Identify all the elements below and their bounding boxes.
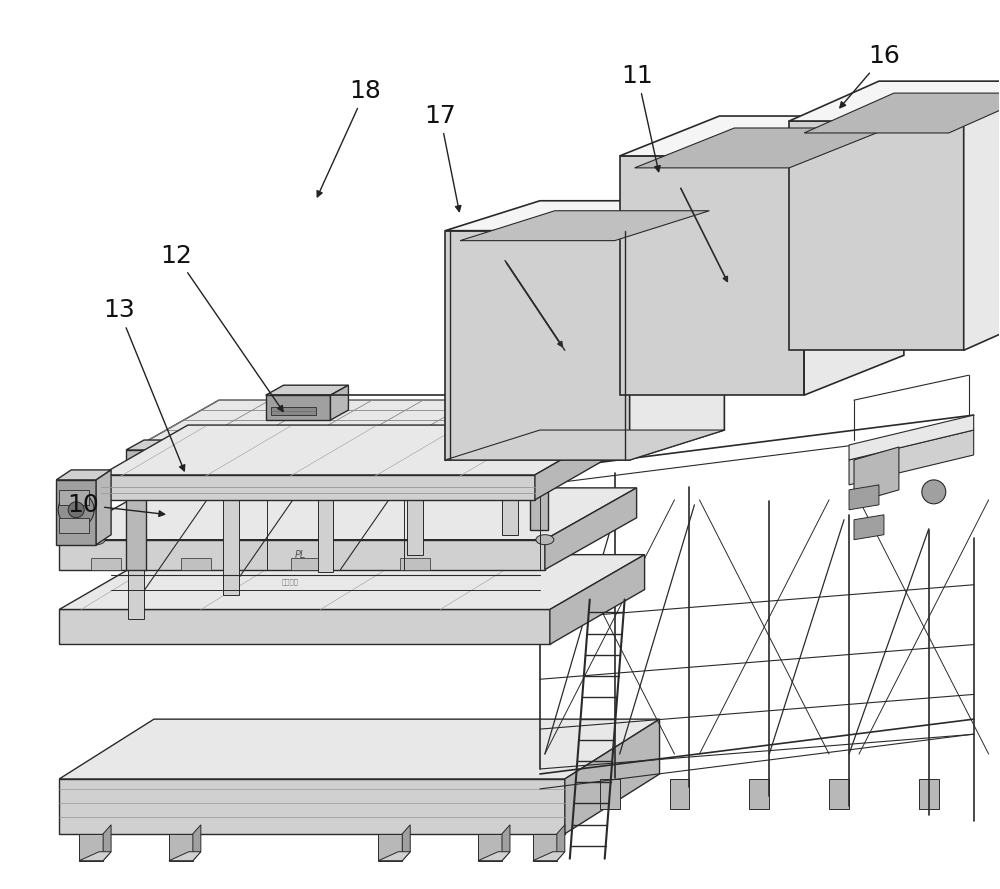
Polygon shape: [56, 470, 111, 480]
Polygon shape: [223, 450, 245, 455]
Polygon shape: [126, 450, 146, 570]
Polygon shape: [565, 719, 660, 834]
Polygon shape: [169, 852, 201, 861]
Polygon shape: [540, 400, 628, 480]
Polygon shape: [131, 400, 628, 450]
Polygon shape: [849, 485, 879, 509]
Polygon shape: [407, 415, 423, 555]
Polygon shape: [445, 430, 724, 460]
Text: 17: 17: [424, 104, 461, 212]
Polygon shape: [128, 475, 150, 480]
Polygon shape: [530, 420, 548, 530]
Polygon shape: [378, 852, 410, 861]
Polygon shape: [670, 779, 689, 809]
Polygon shape: [478, 852, 510, 861]
Polygon shape: [533, 834, 557, 861]
Polygon shape: [445, 201, 724, 230]
Polygon shape: [749, 779, 769, 809]
Polygon shape: [103, 825, 111, 861]
Polygon shape: [101, 475, 535, 500]
Circle shape: [922, 480, 946, 504]
Ellipse shape: [536, 534, 554, 545]
Text: 玉海有限: 玉海有限: [282, 578, 299, 585]
Polygon shape: [460, 211, 709, 241]
Circle shape: [68, 501, 84, 517]
Polygon shape: [223, 455, 239, 595]
Polygon shape: [789, 81, 1000, 121]
Polygon shape: [533, 852, 565, 861]
Polygon shape: [964, 81, 1000, 350]
Polygon shape: [266, 385, 348, 395]
Polygon shape: [56, 480, 96, 545]
Polygon shape: [59, 540, 545, 570]
Polygon shape: [919, 779, 939, 809]
Polygon shape: [271, 407, 316, 415]
Polygon shape: [530, 410, 566, 420]
Bar: [181, 557, 211, 570]
Polygon shape: [502, 825, 510, 861]
Polygon shape: [131, 450, 540, 480]
Polygon shape: [101, 425, 622, 475]
Polygon shape: [849, 415, 974, 460]
Polygon shape: [59, 488, 637, 540]
Polygon shape: [59, 555, 645, 610]
Polygon shape: [330, 385, 348, 420]
Polygon shape: [126, 440, 164, 450]
Bar: [91, 557, 121, 570]
Polygon shape: [318, 430, 339, 435]
Polygon shape: [635, 128, 889, 168]
Text: 12: 12: [160, 244, 283, 412]
Polygon shape: [502, 390, 524, 395]
Polygon shape: [535, 425, 622, 500]
Polygon shape: [266, 395, 330, 420]
Polygon shape: [829, 779, 849, 809]
Polygon shape: [502, 395, 518, 534]
Text: 16: 16: [840, 44, 900, 108]
Polygon shape: [59, 490, 89, 505]
Polygon shape: [378, 834, 402, 861]
Polygon shape: [402, 825, 410, 861]
Polygon shape: [79, 852, 111, 861]
Text: 11: 11: [622, 64, 660, 172]
Polygon shape: [407, 410, 429, 415]
Polygon shape: [478, 834, 502, 861]
Polygon shape: [193, 825, 201, 861]
Text: 18: 18: [317, 79, 381, 196]
Polygon shape: [620, 156, 804, 395]
Polygon shape: [59, 517, 89, 533]
Polygon shape: [96, 470, 111, 545]
Polygon shape: [545, 488, 637, 570]
Polygon shape: [59, 610, 550, 645]
Polygon shape: [557, 825, 565, 861]
Polygon shape: [600, 779, 620, 809]
Polygon shape: [550, 555, 645, 645]
Polygon shape: [854, 447, 899, 503]
Polygon shape: [849, 430, 974, 485]
Bar: [400, 557, 430, 570]
Polygon shape: [79, 834, 103, 861]
Polygon shape: [804, 116, 904, 395]
Ellipse shape: [87, 534, 105, 545]
Polygon shape: [445, 230, 630, 460]
Polygon shape: [59, 719, 660, 779]
Polygon shape: [59, 779, 565, 834]
Polygon shape: [318, 435, 333, 572]
Text: 13: 13: [103, 299, 185, 471]
Polygon shape: [854, 515, 884, 540]
Polygon shape: [789, 121, 964, 350]
Polygon shape: [128, 480, 144, 620]
Text: 10: 10: [67, 493, 165, 517]
Circle shape: [58, 492, 94, 528]
Polygon shape: [169, 834, 193, 861]
Polygon shape: [630, 201, 724, 460]
Polygon shape: [804, 93, 1000, 133]
Text: PL: PL: [295, 549, 306, 560]
Polygon shape: [620, 116, 904, 156]
Bar: [291, 557, 321, 570]
